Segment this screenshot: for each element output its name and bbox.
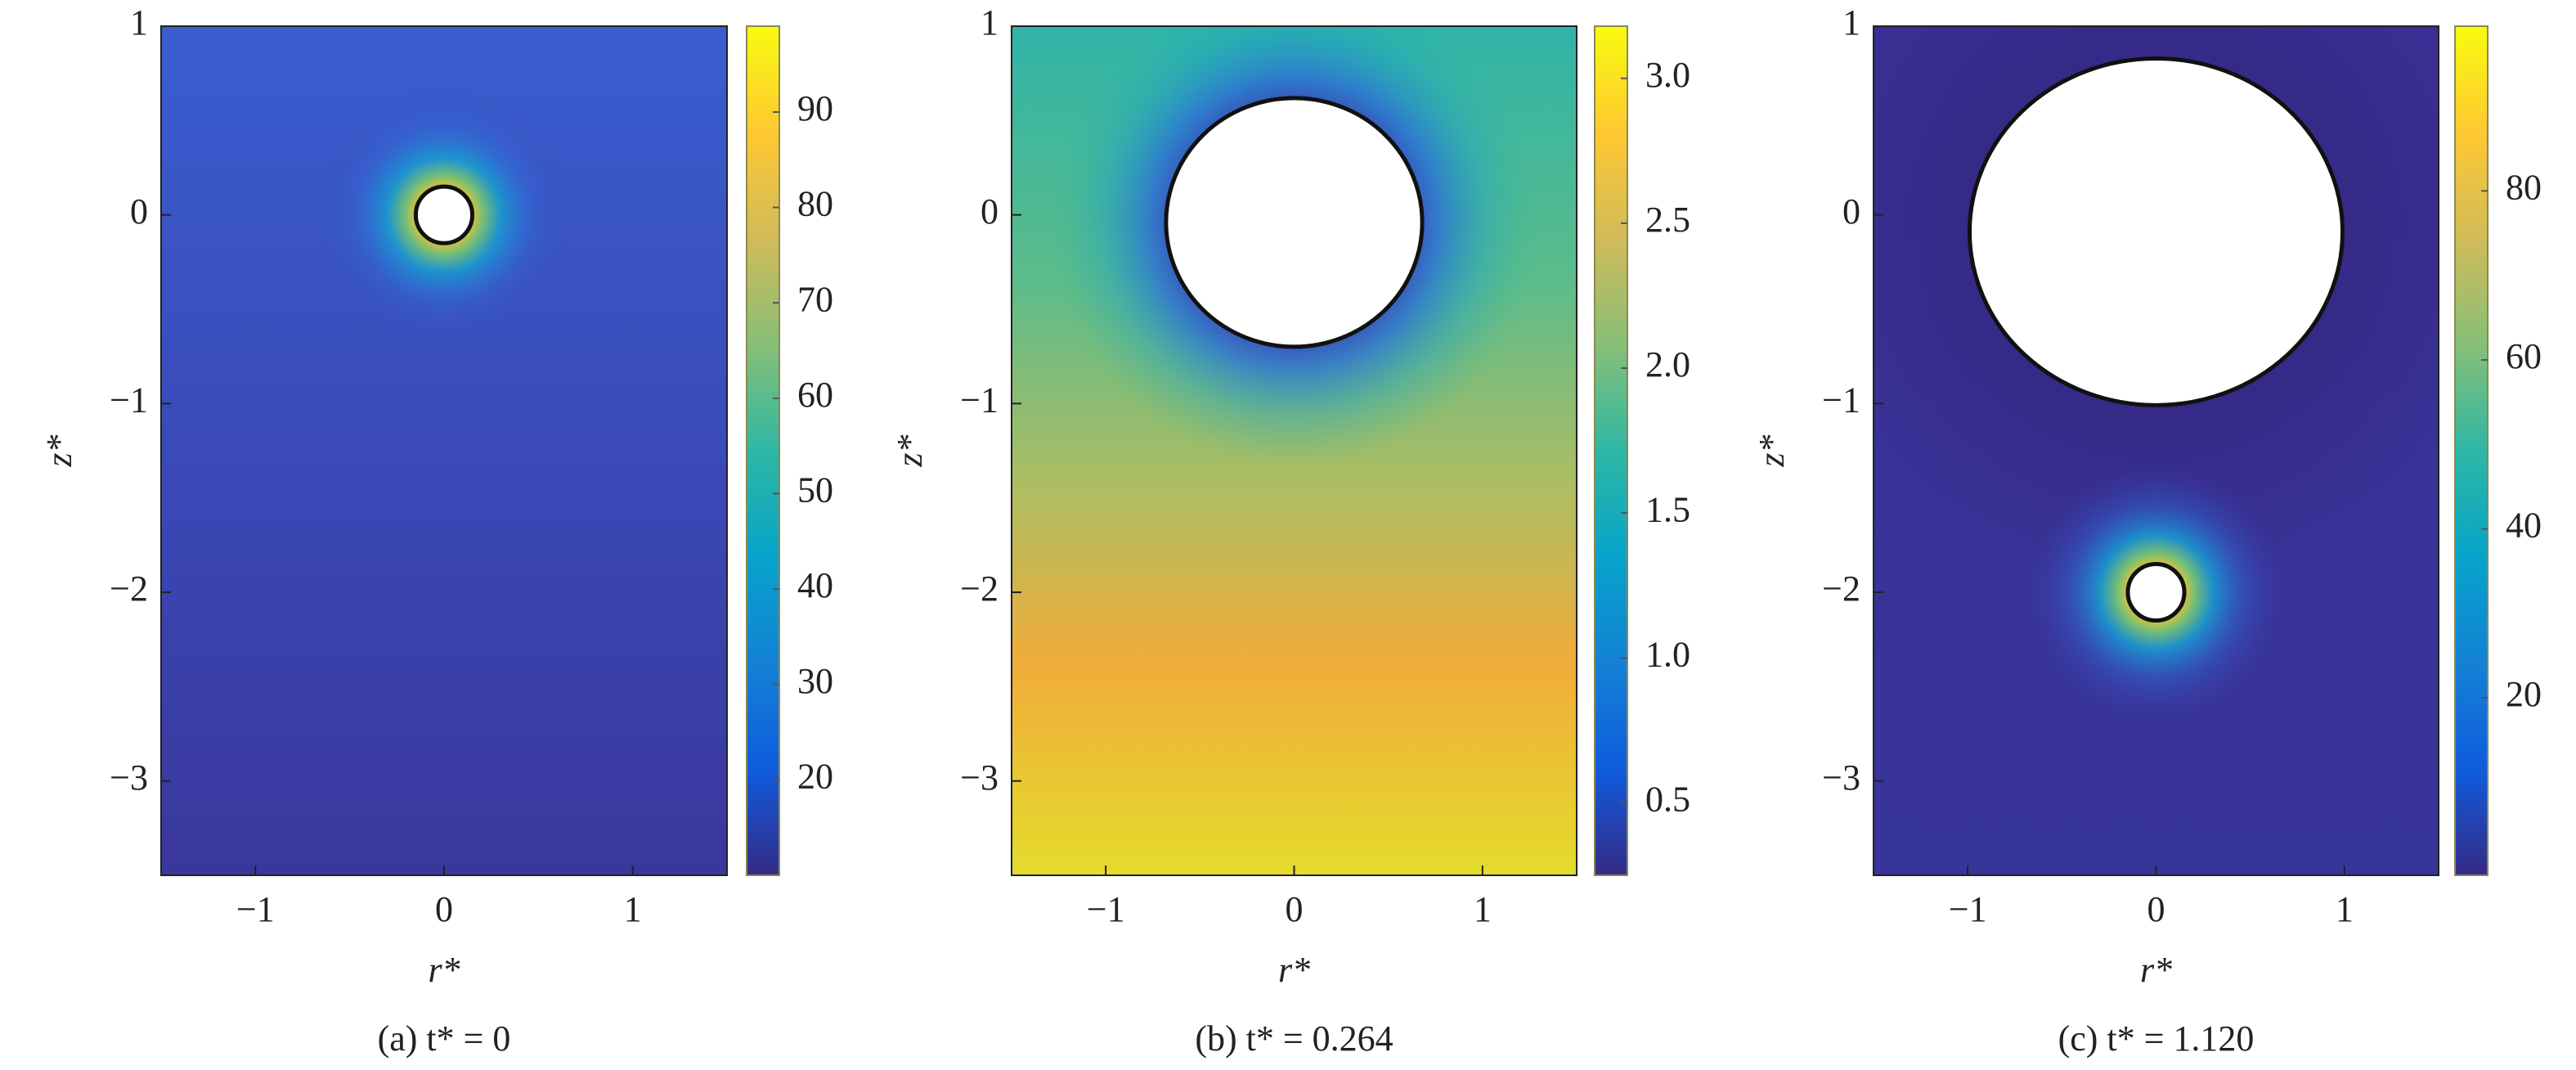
caption: (a) t* = 0 [378,1018,511,1059]
x-tick-label: 0 [1286,889,1304,929]
x-tick-label: 0 [2147,889,2165,929]
colorbar-tick-label: 1.5 [1645,489,1690,529]
y-tick-label: 1 [130,2,148,43]
bubble [1967,56,2345,407]
x-tick-label: 1 [624,889,642,929]
y-tick-label: −1 [110,380,148,420]
colorbar-tick-label: 60 [2506,336,2542,376]
colorbar-tick-label: 40 [797,565,833,605]
x-tick-label: 1 [2336,889,2354,929]
colorbar-tick-label: 1.0 [1645,634,1690,674]
y-tick-label: −3 [110,758,148,798]
x-axis-label: r* [2140,950,2172,990]
field [1012,26,1577,875]
colorbar-tick-label: 70 [797,279,833,319]
y-tick-label: −2 [960,569,999,609]
x-axis-label: r* [1278,950,1310,990]
x-tick-label: −1 [1949,889,1987,929]
x-tick-label: −1 [236,889,275,929]
y-tick-label: 0 [130,191,148,232]
y-tick-label: 0 [981,191,999,232]
y-tick-label: 0 [1842,191,1860,232]
colorbar-tick-label: 20 [797,756,833,796]
colorbar-tick-label: 2.5 [1645,200,1690,240]
colorbar [1594,25,1628,876]
y-tick-label: 1 [981,2,999,43]
colorbar-tick-label: 0.5 [1645,780,1690,820]
colorbar-tick-label: 60 [797,375,833,415]
colorbar-tick-label: 50 [797,470,833,510]
y-tick-label: −1 [1822,380,1860,420]
caption: (c) t* = 1.120 [2058,1018,2255,1059]
caption: (b) t* = 0.264 [1195,1018,1393,1059]
x-tick-label: 1 [1474,889,1492,929]
bubble [2125,561,2187,623]
colorbar-tick-label: 20 [2506,674,2542,714]
colorbar [2454,25,2488,876]
bubble [1164,96,1425,349]
field [1874,26,2439,875]
colorbar-tick-label: 3.0 [1645,55,1690,95]
y-axis-label: z* [890,434,930,467]
y-axis-label: z* [39,434,79,467]
colorbar-tick-label: 80 [2506,167,2542,207]
y-tick-label: −3 [960,758,999,798]
bubble [413,184,475,245]
y-tick-label: −2 [1822,569,1860,609]
y-tick-label: −3 [1822,758,1860,798]
x-tick-label: 0 [435,889,453,929]
colorbar-tick-label: 30 [797,661,833,701]
colorbar-tick-label: 40 [2506,506,2542,546]
x-tick-label: −1 [1087,889,1125,929]
colorbar-tick-label: 90 [797,88,833,128]
y-axis-label: z* [1752,434,1792,467]
y-tick-label: −1 [960,380,999,420]
colorbar-tick-label: 2.0 [1645,344,1690,384]
field [161,26,727,875]
colorbar [746,25,780,876]
y-tick-label: 1 [1842,2,1860,43]
colorbar-tick-label: 80 [797,184,833,224]
y-tick-label: −2 [110,569,148,609]
x-axis-label: r* [428,950,460,990]
